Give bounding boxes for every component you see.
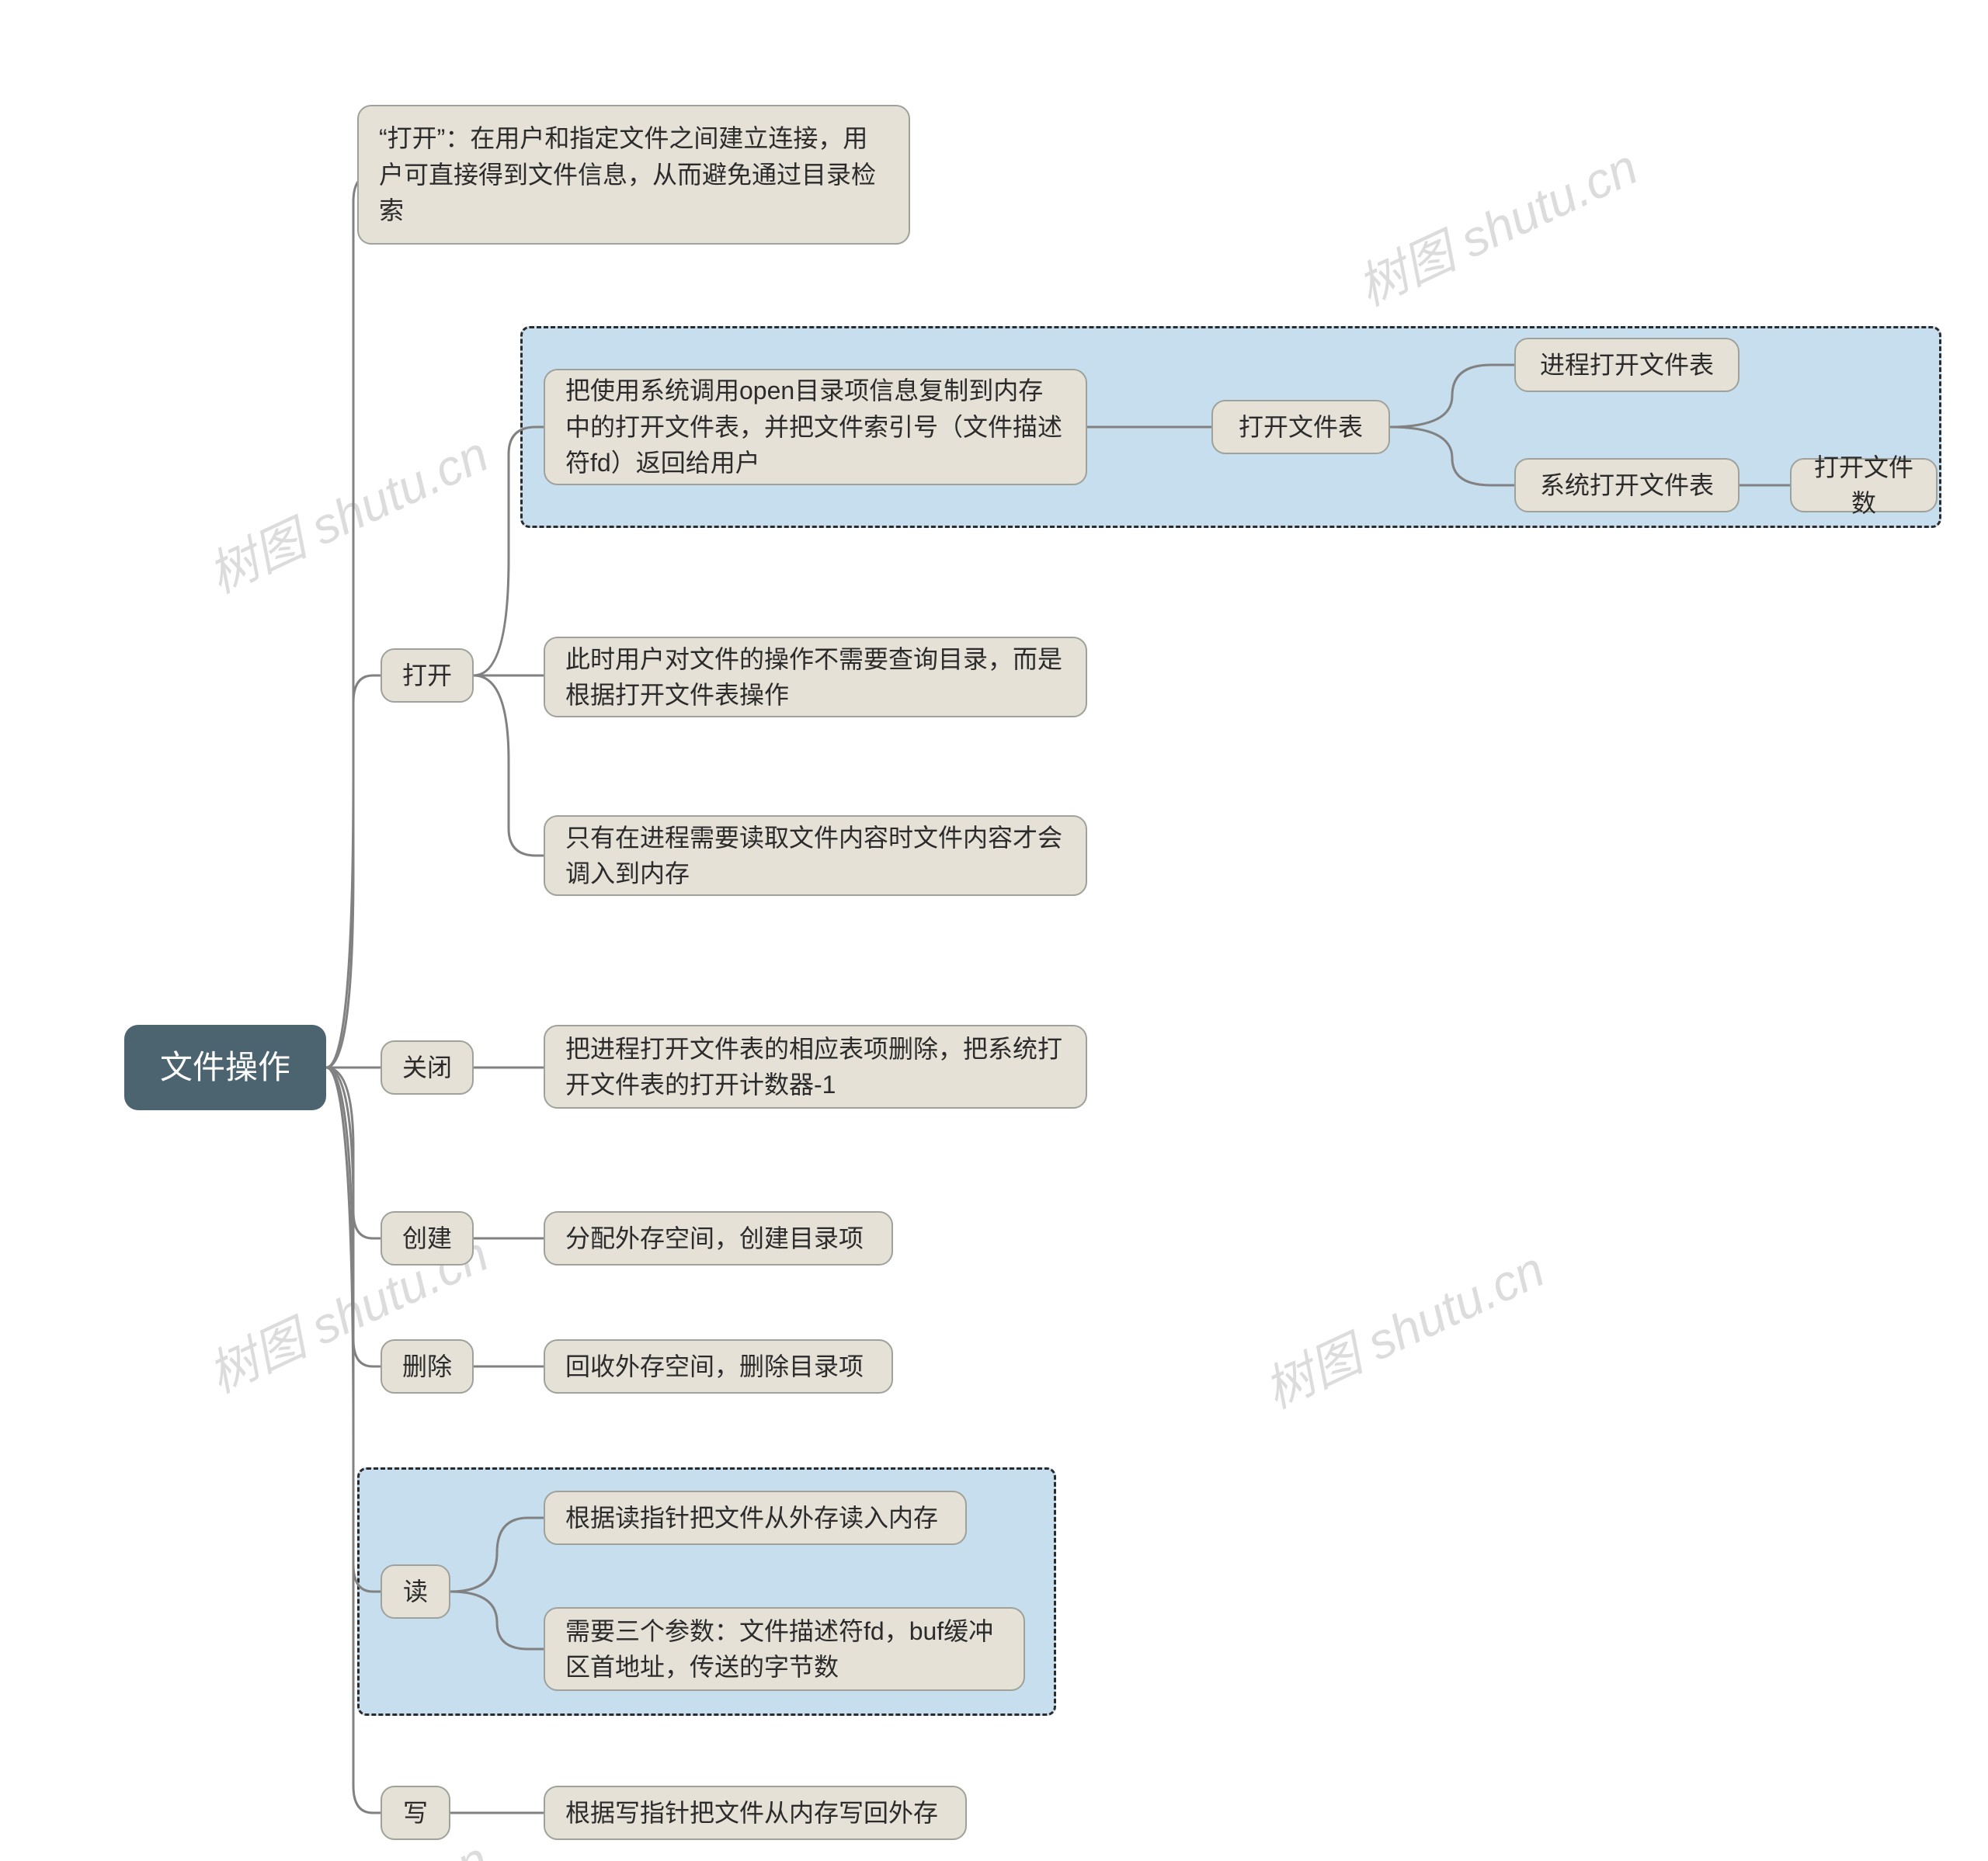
proc-open-table: 进程打开文件表 <box>1514 338 1740 392</box>
diagram-canvas: 树图 shutu.cn 树图 shutu.cn 树图 shutu.cn 树图 s… <box>0 0 1988 1861</box>
node-read: 读 <box>381 1564 450 1619</box>
delete-leaf: 回收外存空间，删除目录项 <box>544 1339 893 1394</box>
watermark: 树图 shutu.cn <box>1251 1231 1554 1422</box>
open-file-count: 打开文件数 <box>1790 458 1938 512</box>
node-write: 写 <box>381 1786 450 1840</box>
root-node: 文件操作 <box>124 1025 326 1110</box>
intro-note: “打开”：在用户和指定文件之间建立连接，用户可直接得到文件信息，从而避免通过目录… <box>357 105 910 245</box>
open-detail-2: 此时用户对文件的操作不需要查询目录，而是根据打开文件表操作 <box>544 637 1087 717</box>
read-leaf-1: 根据读指针把文件从外存读入内存 <box>544 1491 967 1545</box>
open-file-table: 打开文件表 <box>1211 400 1390 454</box>
read-leaf-2: 需要三个参数：文件描述符fd，buf缓冲区首地址，传送的字节数 <box>544 1607 1025 1691</box>
open-detail-1: 把使用系统调用open目录项信息复制到内存中的打开文件表，并把文件索引号（文件描… <box>544 369 1087 485</box>
write-leaf: 根据写指针把文件从内存写回外存 <box>544 1786 967 1840</box>
node-create: 创建 <box>381 1211 474 1266</box>
close-leaf: 把进程打开文件表的相应表项删除，把系统打开文件表的打开计数器-1 <box>544 1025 1087 1109</box>
node-open: 打开 <box>381 648 474 703</box>
node-close: 关闭 <box>381 1040 474 1095</box>
watermark: 树图 shutu.cn <box>1344 128 1647 320</box>
node-delete: 删除 <box>381 1339 474 1394</box>
watermark: 树图 shutu.cn <box>195 1821 498 1861</box>
sys-open-table: 系统打开文件表 <box>1514 458 1740 512</box>
watermark: 树图 shutu.cn <box>195 415 498 607</box>
create-leaf: 分配外存空间，创建目录项 <box>544 1211 893 1266</box>
open-detail-3: 只有在进程需要读取文件内容时文件内容才会调入到内存 <box>544 815 1087 896</box>
